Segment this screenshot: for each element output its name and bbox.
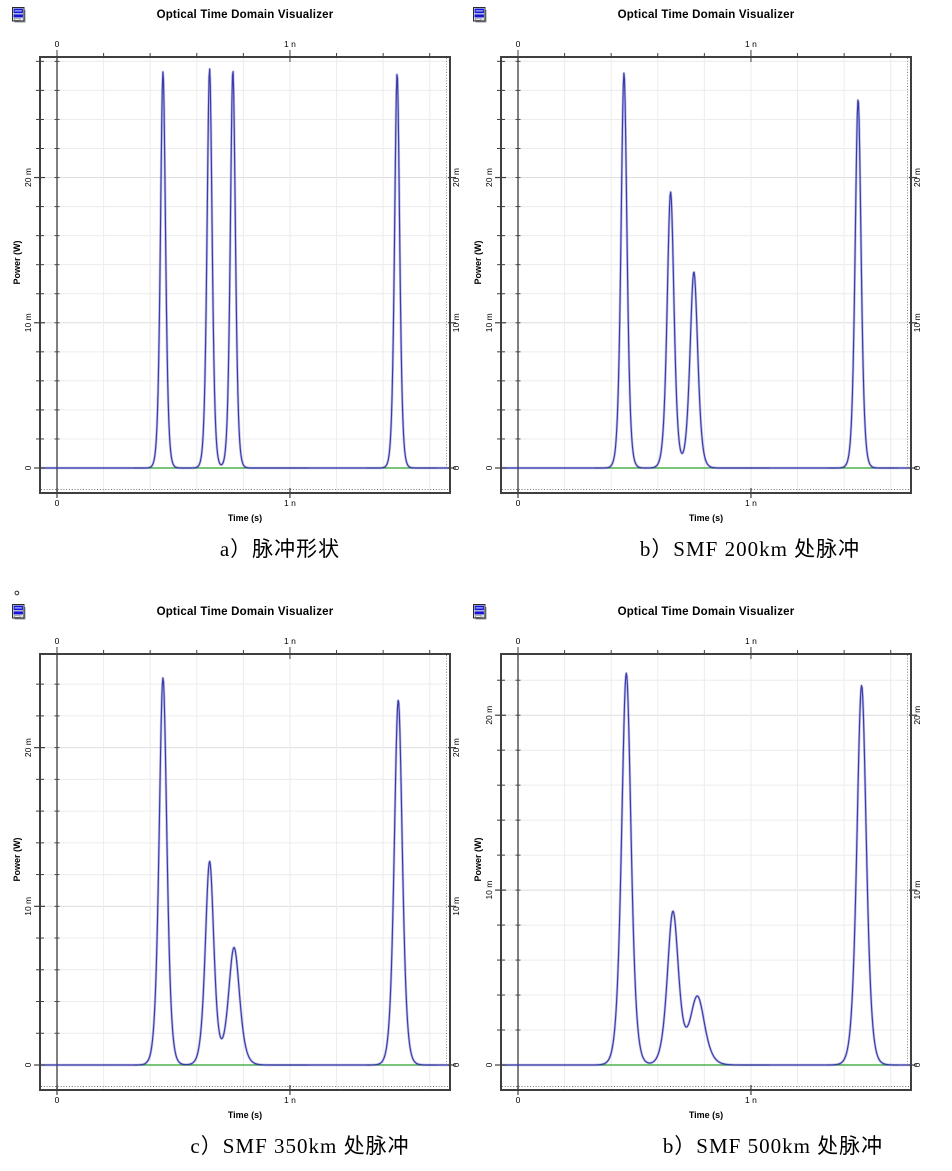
pulse-chart: 0 0 1 n 1 n 0 0 10 m 10 m 20 m 20 m Time (s) Power … (12, 39, 461, 523)
y-tick-label-right: 0 (451, 465, 461, 470)
pulse-trace-glow (39, 676, 450, 1067)
y-tick-label-left: 0 (23, 1062, 33, 1067)
pulse-trace (501, 72, 911, 469)
y-tick-label-right: 0 (912, 1062, 922, 1067)
y-axis-title: Power (W) (473, 837, 483, 881)
x-tick-label-bottom: 1 n (284, 498, 296, 508)
plot-border (500, 653, 912, 1091)
x-tick-label-top: 1 n (745, 39, 757, 49)
y-tick-label-right: 0 (912, 465, 922, 470)
x-tick-label-bottom: 1 n (284, 1095, 296, 1105)
y-axis-title: Power (W) (12, 837, 22, 881)
plot-border (500, 56, 912, 494)
x-tick-label-bottom: 0 (516, 498, 521, 508)
pulse-trace-glow (500, 671, 911, 1067)
y-tick-label-left: 0 (23, 465, 33, 470)
y-axis-title: Power (W) (12, 240, 22, 284)
x-axis-title: Time (s) (689, 1110, 723, 1120)
y-tick-label-left: 10 m (484, 881, 494, 900)
x-axis-title: Time (s) (228, 1110, 262, 1120)
y-tick-label-left: 20 m (484, 706, 494, 725)
y-axis-title: Power (W) (473, 240, 483, 284)
y-tick-label-right: 10 m (451, 897, 461, 916)
y-tick-label-left: 20 m (23, 738, 33, 757)
plot-border (39, 56, 451, 494)
visualizer-icon (12, 604, 26, 620)
panel-title: Optical Time Domain Visualizer (156, 606, 334, 618)
y-tick-label-left: 10 m (23, 313, 33, 332)
y-tick-label-right: 20 m (912, 168, 922, 187)
pulse-trace (40, 677, 450, 1066)
y-tick-label-left: 10 m (23, 897, 33, 916)
y-tick-label-right: 10 m (912, 313, 922, 332)
pulse-trace-glow (39, 67, 450, 470)
x-tick-label-top: 0 (55, 39, 60, 49)
pulse-chart: 0 0 1 n 1 n 0 0 10 m 10 m 20 m 20 m Time (s) Power … (473, 636, 922, 1120)
y-tick-label-left: 20 m (484, 168, 494, 187)
pulse-trace-glow (500, 71, 911, 470)
caption-a: a）脉冲形状 (219, 537, 341, 561)
x-tick-label-top: 0 (55, 636, 60, 646)
x-axis-title: Time (s) (228, 513, 262, 523)
x-tick-label-top: 1 n (284, 39, 296, 49)
y-tick-label-right: 0 (451, 1062, 461, 1067)
stray-period-text: 。 (14, 582, 30, 598)
y-tick-label-left: 10 m (484, 313, 494, 332)
y-tick-label-right: 10 m (912, 881, 922, 900)
plot-border (39, 653, 451, 1091)
visualizer-icon (12, 7, 26, 23)
x-tick-label-bottom: 0 (516, 1095, 521, 1105)
pulse-chart: 0 0 1 n 1 n 0 0 10 m 10 m 20 m 20 m Time (s) Power … (12, 636, 461, 1120)
pulse-trace (501, 672, 911, 1066)
x-axis-title: Time (s) (689, 513, 723, 523)
panel-title: Optical Time Domain Visualizer (617, 606, 795, 618)
y-tick-label-left: 0 (484, 465, 494, 470)
y-tick-label-right: 20 m (451, 738, 461, 757)
x-tick-label-top: 1 n (745, 636, 757, 646)
caption-c: c）SMF 350km 处脉冲 (190, 1134, 410, 1158)
panel-title: Optical Time Domain Visualizer (617, 9, 795, 21)
x-tick-label-bottom: 1 n (745, 1095, 757, 1105)
panel-title: Optical Time Domain Visualizer (156, 9, 334, 21)
y-tick-label-right: 20 m (451, 168, 461, 187)
x-tick-label-top: 1 n (284, 636, 296, 646)
y-tick-label-left: 20 m (23, 168, 33, 187)
caption-b: b）SMF 200km 处脉冲 (639, 537, 861, 561)
x-tick-label-bottom: 0 (55, 1095, 60, 1105)
visualizer-icon (473, 7, 487, 23)
x-tick-label-top: 0 (516, 636, 521, 646)
y-tick-label-right: 20 m (912, 706, 922, 725)
y-tick-label-left: 0 (484, 1062, 494, 1067)
caption-d: b）SMF 500km 处脉冲 (662, 1134, 884, 1158)
y-tick-label-right: 10 m (451, 313, 461, 332)
x-tick-label-top: 0 (516, 39, 521, 49)
visualizer-icon (473, 604, 487, 620)
pulse-chart: 0 0 1 n 1 n 0 0 10 m 10 m 20 m 20 m Time (s) Power … (473, 39, 922, 523)
x-tick-label-bottom: 0 (55, 498, 60, 508)
pulse-trace (40, 68, 450, 469)
x-tick-label-bottom: 1 n (745, 498, 757, 508)
